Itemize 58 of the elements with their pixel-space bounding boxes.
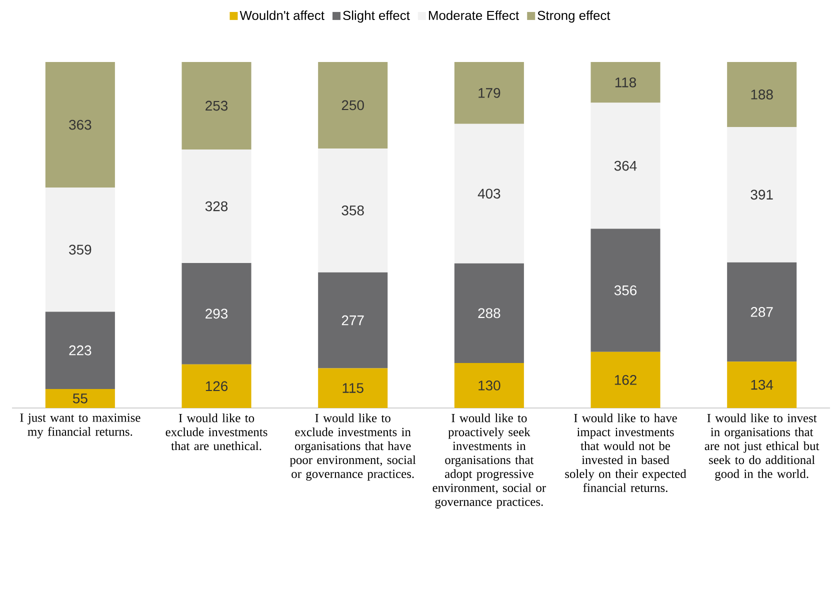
data-label: 134: [751, 380, 774, 390]
bar: [590, 228, 660, 352]
data-label: 277: [342, 315, 364, 326]
bar: [727, 127, 797, 262]
data-label: 363: [69, 120, 92, 130]
bar: [454, 363, 524, 408]
data-label: 364: [614, 160, 637, 171]
data-label: 288: [478, 308, 500, 318]
data-label: 359: [69, 244, 92, 255]
data-label: 130: [478, 380, 500, 390]
data-label: 179: [478, 88, 500, 98]
bar: [727, 362, 797, 408]
bar: [454, 263, 524, 364]
x-tick-label: I would like to exclude investments in organisations that have poor environment, social or governance practices.: [290, 414, 416, 481]
x-tick-label: I would like to exclude investments that are unethical.: [166, 414, 268, 450]
data-label: 250: [342, 100, 364, 110]
bar: [318, 368, 388, 408]
x-tick-label: I would like to proactively seek investments in organisations that adopt progressive environment, social or governance practices.: [432, 414, 546, 509]
data-label: 391: [750, 190, 773, 200]
data-label: 55: [72, 394, 88, 404]
data-label: 253: [206, 100, 228, 111]
legend-label: Slight effect: [343, 10, 410, 23]
x-tick-label: I would like to have impact investments that would not be invested in based solely on their expected financial returns.: [565, 414, 686, 492]
bar: [727, 62, 797, 128]
data-label: 287: [750, 307, 773, 317]
bar: [318, 272, 388, 368]
bar: [182, 364, 252, 408]
data-label: 126: [206, 381, 228, 392]
data-label: 115: [342, 383, 364, 393]
data-label: 358: [342, 205, 364, 216]
bar: [454, 124, 524, 264]
data-label: 293: [206, 308, 228, 319]
legend-label: Strong effect: [538, 10, 610, 23]
bar: [318, 62, 388, 148]
x-tick-label: I just want to maximise my financial returns.: [20, 414, 140, 438]
x-tick-label: I would like to invest in organisations that are not just ethical but seek to do additional good in the world.: [704, 414, 820, 481]
bar: [182, 150, 252, 264]
bar: [45, 388, 115, 408]
data-label: 328: [205, 201, 228, 212]
bar: [590, 102, 660, 229]
bar: [727, 262, 797, 362]
bar: [590, 62, 660, 103]
bar: [45, 62, 115, 188]
bar: [590, 352, 660, 408]
bar: [45, 312, 115, 389]
data-label: 118: [615, 77, 636, 88]
legend-label: Moderate Effect: [428, 10, 520, 20]
data-label: 162: [614, 375, 636, 385]
data-label: 403: [478, 188, 500, 199]
bar: [182, 263, 252, 364]
data-label: 188: [751, 90, 773, 100]
data-label: 356: [614, 285, 637, 296]
data-label: 223: [69, 345, 92, 356]
bar: [182, 62, 252, 150]
legend-label: Wouldn't affect: [240, 10, 324, 20]
bar: [318, 148, 388, 272]
bar: [45, 188, 115, 312]
bar: [454, 62, 524, 124]
